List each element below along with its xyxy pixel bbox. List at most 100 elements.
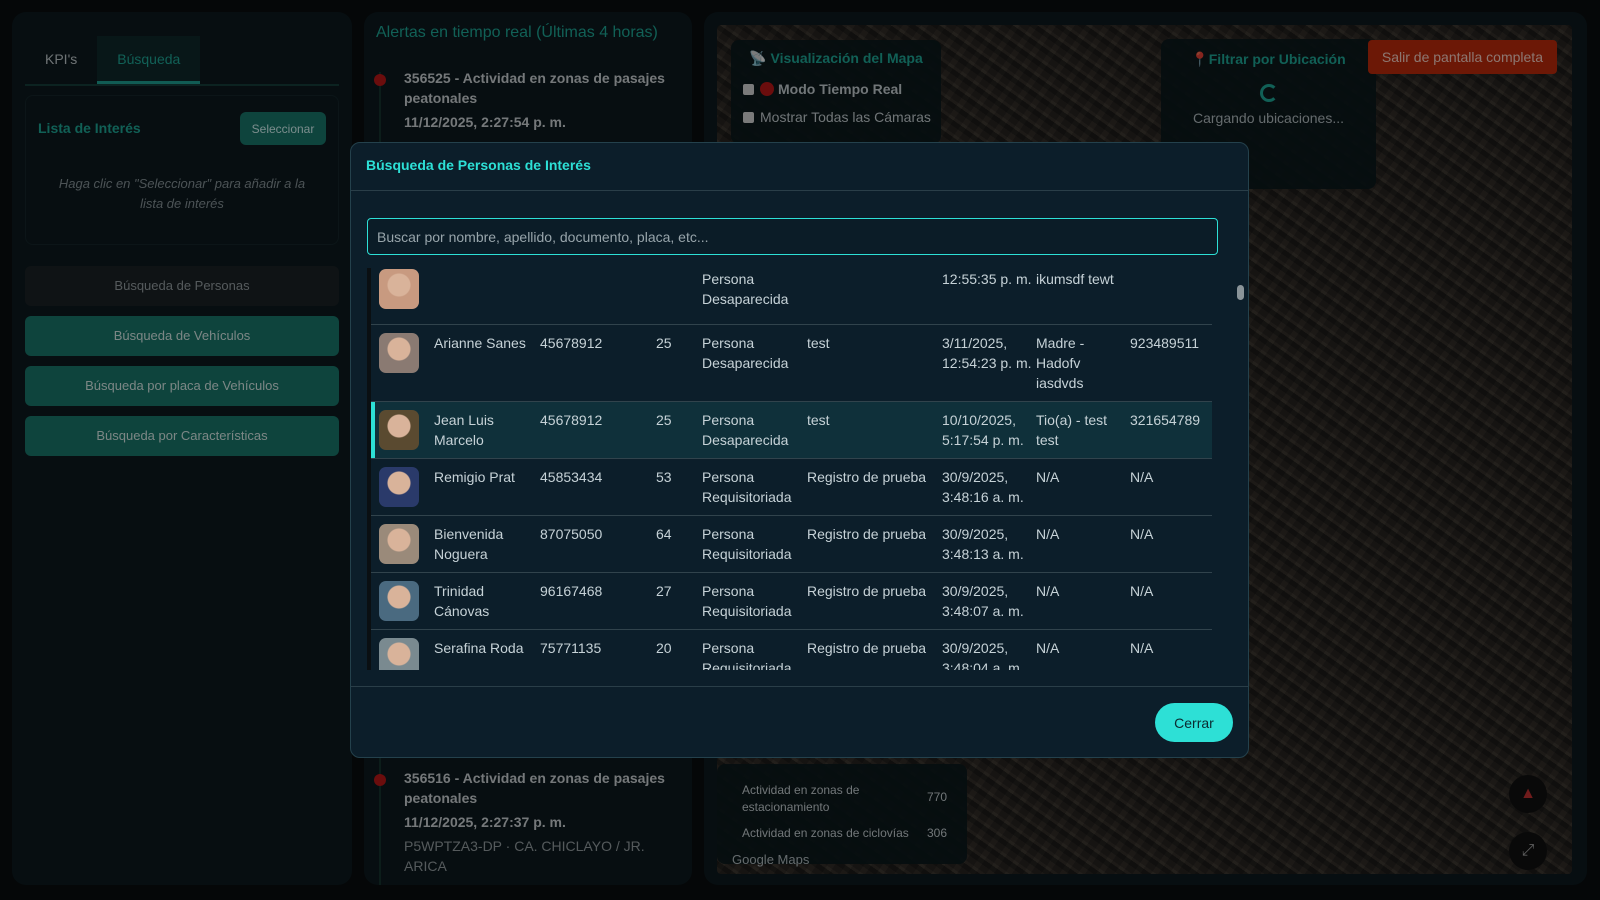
alert-time: 11/12/2025, 2:27:37 p. m. <box>404 814 566 830</box>
alert-title: 356516 - Actividad en zonas de pasajes p… <box>404 770 665 806</box>
plate-search-button[interactable]: Búsqueda por placa de Vehículos <box>25 366 339 406</box>
cell-desc: Registro de prueba <box>807 583 927 599</box>
alert-location: P5WPTZA3-DP · CA. CHICLAYO / JR. ARICA <box>404 838 645 874</box>
cell-desc: test <box>807 412 830 428</box>
cell-phone: N/A <box>1130 583 1154 599</box>
table-row[interactable]: Bienvenida Noguera 87075050 64 Persona Requ… <box>371 516 1212 573</box>
alert-dot-icon <box>374 74 386 86</box>
all-cameras-label: Mostrar Todas las Cámaras <box>760 109 931 125</box>
table-row[interactable]: Trinidad Cánovas 96167468 27 Persona Requis… <box>371 573 1212 630</box>
avatar <box>379 333 419 373</box>
exit-fullscreen-button[interactable]: Salir de pantalla completa <box>1367 40 1557 74</box>
cell-desc: Registro de prueba <box>807 640 927 656</box>
cell-relation: N/A <box>1036 526 1060 542</box>
avatar <box>379 269 419 309</box>
cell-age: 53 <box>656 469 672 485</box>
cell-relation: N/A <box>1036 640 1060 656</box>
cell-age: 25 <box>656 412 672 428</box>
cell-name: Arianne Sanes <box>434 335 526 351</box>
cell-type: Persona Requisitoriada <box>702 526 792 562</box>
cell-doc: 96167468 <box>540 583 603 599</box>
cell-date: 30/9/2025, 3:48:16 a. m. <box>942 469 1024 505</box>
cell-desc: test <box>807 335 830 351</box>
cell-date: 30/9/2025, 3:48:04 a. m. <box>942 640 1024 670</box>
pin-icon: 📍 <box>1191 51 1209 67</box>
cell-relation: N/A <box>1036 469 1060 485</box>
alert-title: 356525 - Actividad en zonas de pasajes p… <box>404 70 665 106</box>
cell-desc: Registro de prueba <box>807 469 927 485</box>
cell-doc: 75771135 <box>540 640 602 656</box>
fullscreen-icon[interactable]: ⤢ <box>1509 832 1547 870</box>
cell-age: 27 <box>656 583 672 599</box>
cell-phone: N/A <box>1130 526 1154 542</box>
cell-name: Remigio Prat <box>434 469 515 485</box>
map-attribution[interactable]: Google Maps <box>732 852 810 867</box>
close-button[interactable]: Cerrar <box>1155 703 1233 742</box>
realtime-toggle[interactable]: Modo Tiempo Real <box>743 81 941 97</box>
divider <box>351 686 1248 687</box>
cell-age: 25 <box>656 335 672 351</box>
cell-date: 10/10/2025, 5:17:54 p. m. <box>942 412 1024 448</box>
compass-icon[interactable]: ▲ <box>1509 775 1547 813</box>
cell-name: Jean Luis Marcelo <box>434 412 494 448</box>
dialog-title: Búsqueda de Personas de Interés <box>366 157 591 173</box>
table-row[interactable]: Arianne Sanes 45678912 25 Persona Desaparec… <box>371 325 1212 402</box>
tab-busqueda[interactable]: Búsqueda <box>97 36 201 84</box>
map-visualization-box: 📡 Visualización del Mapa Modo Tiempo Rea… <box>731 40 941 144</box>
cell-age: 64 <box>656 526 672 542</box>
table-row[interactable]: Serafina Roda 75771135 20 Persona Requisito… <box>371 630 1212 670</box>
table-row[interactable]: Persona Desaparecida 12:55:35 p. m. ikumsd… <box>371 268 1212 325</box>
interest-list-title: Lista de Interés <box>38 120 141 136</box>
cell-date: 3/11/2025, 12:54:23 p. m. <box>942 335 1032 371</box>
cell-phone: 321654789 <box>1130 412 1201 428</box>
checkbox[interactable] <box>743 112 754 123</box>
cell-type: Persona Requisitoriada <box>702 469 792 505</box>
stat-value: 770 <box>927 790 948 804</box>
cell-date: 12:55:35 p. m. <box>942 271 1032 287</box>
cell-relation: ikumsdf tewt <box>1036 271 1114 287</box>
realtime-label: Modo Tiempo Real <box>778 81 903 97</box>
cell-relation: Tio(a) - test test <box>1036 412 1108 448</box>
person-search-button[interactable]: Búsqueda de Personas <box>25 266 339 306</box>
cell-phone: N/A <box>1130 469 1154 485</box>
cell-doc: 45678912 <box>540 335 603 351</box>
cell-relation: Madre - Hadofv iasdvds <box>1036 335 1085 391</box>
cell-date: 30/9/2025, 3:48:07 a. m. <box>942 583 1024 619</box>
tab-bar: KPI's Búsqueda <box>25 36 339 86</box>
left-panel: KPI's Búsqueda Lista de Interés Seleccio… <box>12 12 352 885</box>
loading-spinner-icon <box>1259 84 1278 102</box>
person-search-dialog: Búsqueda de Personas de Interés Persona … <box>350 142 1249 758</box>
cell-type: Persona Requisitoriada <box>702 583 792 619</box>
cell-doc: 45678912 <box>540 412 603 428</box>
cell-phone: N/A <box>1130 640 1154 656</box>
stat-value: 306 <box>927 826 948 840</box>
checkbox[interactable] <box>743 84 754 95</box>
scrollbar[interactable] <box>1237 285 1244 300</box>
cell-type: Persona Desaparecida <box>702 412 789 448</box>
table-row[interactable]: Jean Luis Marcelo 45678912 25 Persona Desap… <box>371 402 1212 459</box>
select-button[interactable]: Seleccionar <box>240 112 326 145</box>
tab-kpis[interactable]: KPI's <box>45 51 78 67</box>
avatar <box>379 524 419 564</box>
search-input[interactable] <box>367 218 1218 255</box>
alert-time: 11/12/2025, 2:27:54 p. m. <box>404 114 566 130</box>
table-row[interactable]: Remigio Prat 45853434 53 Persona Requisitor… <box>371 459 1212 516</box>
alert-item[interactable]: 356525 - Actividad en zonas de pasajes p… <box>374 68 674 132</box>
cell-type: Persona Desaparecida <box>702 335 789 371</box>
vehicle-search-button[interactable]: Búsqueda de Vehículos <box>25 316 339 356</box>
filter-title: Filtrar por Ubicación <box>1208 51 1346 67</box>
avatar <box>379 410 419 450</box>
avatar <box>379 638 419 670</box>
cell-name: Serafina Roda <box>434 640 524 656</box>
all-cameras-toggle[interactable]: Mostrar Todas las Cámaras <box>743 109 941 125</box>
red-dot-icon <box>760 82 774 96</box>
results-table: Persona Desaparecida 12:55:35 p. m. ikumsd… <box>367 268 1212 670</box>
alert-item[interactable]: 356516 - Actividad en zonas de pasajes p… <box>374 768 674 876</box>
cell-relation: N/A <box>1036 583 1060 599</box>
cell-desc: Registro de prueba <box>807 526 927 542</box>
feature-search-button[interactable]: Búsqueda por Características <box>25 416 339 456</box>
cell-type: Persona Requisitoriada <box>702 640 792 670</box>
cell-phone: 923489511 <box>1130 335 1200 351</box>
cell-doc: 45853434 <box>540 469 603 485</box>
cell-age: 20 <box>656 640 672 656</box>
